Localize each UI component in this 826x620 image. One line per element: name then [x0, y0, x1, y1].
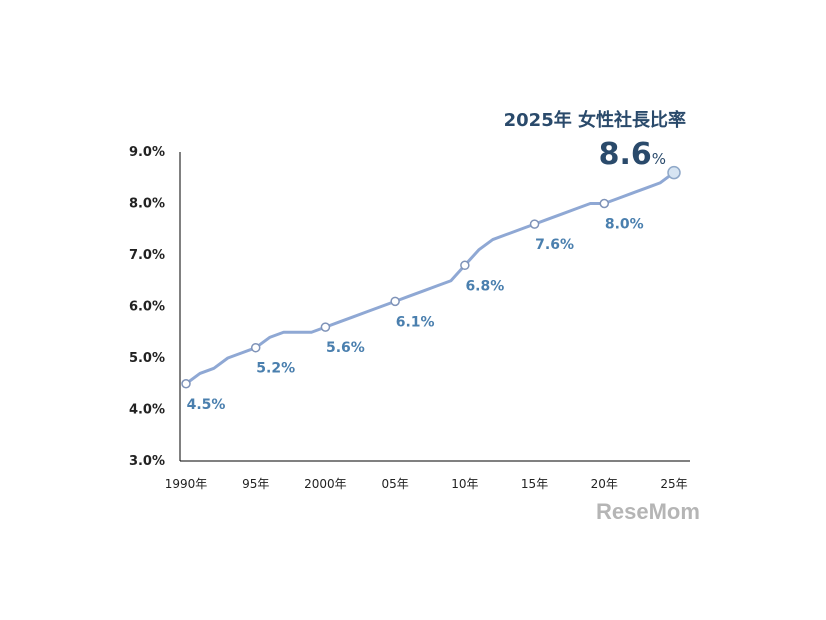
data-point: [250, 342, 261, 353]
data-point: [320, 322, 331, 332]
headline-value: 8.6%: [550, 138, 666, 176]
x-tick-label: 15年: [521, 477, 548, 491]
data-point: [599, 198, 610, 209]
x-tick-label: 1990年: [165, 477, 208, 491]
y-tick-label: 4.0%: [129, 403, 165, 418]
data-label: 7.6%: [535, 237, 574, 253]
x-tick-label: 20年: [591, 477, 618, 491]
endpoint-marker: [667, 165, 681, 180]
series-line: [185, 171, 675, 385]
y-tick-label: 3.0%: [129, 454, 165, 469]
data-label: 6.1%: [396, 314, 435, 330]
data-point: [460, 260, 470, 271]
x-tick-label: 10年: [451, 477, 478, 491]
watermark-logo: ReseMom: [596, 499, 700, 524]
chart-title: 2025年 女性社長比率: [503, 110, 686, 131]
headline-unit: %: [651, 150, 666, 168]
headline-number: 8.6: [598, 137, 652, 172]
data-label: 4.5%: [187, 397, 226, 413]
y-tick-label: 5.0%: [129, 351, 165, 366]
y-tick-label: 6.0%: [129, 300, 165, 315]
data-point: [390, 296, 400, 307]
x-tick-label: 25年: [660, 477, 687, 491]
data-label: 6.8%: [465, 278, 504, 294]
data-label: 8.0%: [605, 217, 644, 233]
y-tick-label: 8.0%: [129, 197, 165, 212]
data-point: [529, 219, 540, 229]
x-tick-label: 2000年: [304, 477, 347, 491]
y-tick-label: 7.0%: [129, 248, 165, 263]
data-point: [181, 379, 191, 389]
data-label: 5.2%: [256, 361, 295, 377]
y-tick-label: 9.0%: [129, 145, 165, 160]
x-tick-label: 95年: [242, 477, 269, 491]
x-tick-label: 05年: [382, 477, 409, 491]
data-label: 5.6%: [326, 340, 365, 356]
